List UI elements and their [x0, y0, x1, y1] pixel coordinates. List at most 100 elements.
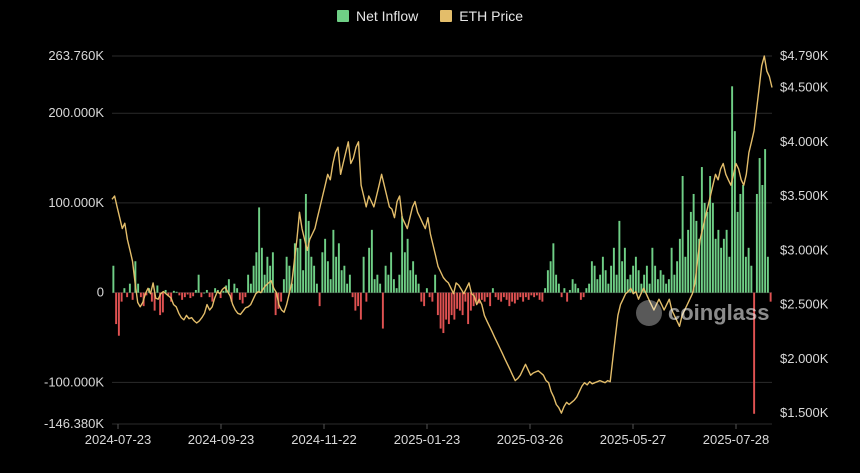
- legend-item-eth-price[interactable]: ETH Price: [440, 8, 523, 24]
- net-inflow-bar: [766, 256, 769, 293]
- net-inflow-bar: [172, 290, 175, 293]
- net-inflow-bar: [475, 292, 478, 302]
- net-inflow-bar: [266, 256, 269, 293]
- left-tick-label: -100.000K: [44, 374, 104, 389]
- net-inflow-bar: [676, 261, 679, 293]
- net-inflow-bar: [222, 290, 225, 293]
- net-inflow-bar: [307, 220, 310, 293]
- net-inflow-bar: [203, 292, 206, 294]
- net-inflow-bar: [571, 279, 574, 293]
- net-inflow-bar: [747, 247, 750, 293]
- net-inflow-bar: [497, 292, 500, 300]
- net-inflow-bar: [343, 265, 346, 293]
- net-inflow-bar: [513, 292, 516, 304]
- net-inflow-bar: [170, 292, 173, 302]
- net-inflow-bar: [522, 292, 525, 302]
- net-inflow-bar: [524, 292, 527, 298]
- net-inflow-bar: [725, 229, 728, 293]
- net-inflow-bar: [516, 292, 519, 300]
- net-inflow-bar: [579, 292, 582, 300]
- net-inflow-bar: [428, 292, 431, 298]
- net-inflow-bar: [458, 292, 461, 311]
- net-inflow-bar: [486, 292, 489, 298]
- net-inflow-bar: [447, 292, 450, 325]
- net-inflow-bar: [604, 270, 607, 293]
- net-inflow-bar: [282, 279, 285, 293]
- legend-item-net-inflow[interactable]: Net Inflow: [336, 8, 418, 24]
- net-inflow-bar: [500, 292, 503, 302]
- net-inflow-bar: [387, 274, 390, 293]
- net-inflow-bar: [629, 274, 632, 293]
- left-axis: 263.760K 200.000K 100.000K 0 -100.000K -146.3…: [44, 48, 104, 431]
- net-inflow-bar: [153, 292, 156, 311]
- net-inflow-bar: [703, 202, 706, 293]
- net-inflow-bar: [478, 292, 481, 304]
- net-inflow-bar: [599, 274, 602, 293]
- net-inflow-bar: [409, 270, 412, 293]
- net-inflow-bar: [379, 283, 382, 293]
- net-inflow-bar: [461, 292, 464, 316]
- net-inflow-bar: [667, 279, 670, 293]
- net-inflow-bar: [291, 283, 294, 293]
- net-inflow-bar: [445, 292, 448, 320]
- net-inflow-bar: [271, 252, 274, 293]
- right-tick-label: $2.500K: [780, 297, 829, 312]
- net-inflow-bar: [607, 283, 610, 293]
- x-axis: 2024-07-23 2024-09-23 2024-11-22 2025-01-23…: [85, 424, 769, 447]
- net-inflow-bar: [769, 292, 772, 302]
- net-inflow-bar: [489, 292, 492, 307]
- net-inflow-bar: [398, 274, 401, 293]
- left-tick-label: 100.000K: [48, 195, 104, 210]
- net-inflow-bar: [527, 292, 530, 300]
- net-inflow-bar: [755, 193, 758, 293]
- net-inflow-bar: [412, 261, 415, 293]
- net-inflow-bar: [706, 211, 709, 293]
- net-inflow-bar: [623, 247, 626, 293]
- net-inflow-bar: [742, 184, 745, 293]
- net-inflow-bar: [662, 274, 665, 293]
- net-inflow-bar: [544, 288, 547, 293]
- watermark-text: coinglass: [668, 300, 770, 325]
- net-inflow-bar: [131, 292, 134, 300]
- net-inflow-bar: [318, 292, 321, 307]
- net-inflow-bar: [431, 292, 434, 302]
- net-inflow-bar: [189, 292, 192, 299]
- net-inflow-bar: [651, 247, 654, 293]
- net-inflow-bar: [464, 292, 467, 302]
- net-inflow-bar: [390, 252, 393, 293]
- net-inflow-bar: [357, 292, 360, 307]
- net-inflow-bar: [299, 238, 302, 293]
- net-inflow-bar: [230, 292, 233, 302]
- chart-legend: Net Inflow ETH Price: [0, 8, 860, 24]
- net-inflow-bar: [731, 86, 734, 293]
- net-inflow-bar: [753, 292, 756, 414]
- net-inflow-bar: [450, 292, 453, 316]
- net-inflow-bar: [637, 270, 640, 293]
- net-inflow-bar: [156, 285, 159, 293]
- net-inflow-bar: [574, 283, 577, 293]
- net-inflow-bar: [178, 292, 181, 296]
- net-inflow-bar: [403, 252, 406, 293]
- net-inflow-bar: [326, 261, 329, 293]
- net-inflow-bar: [434, 274, 437, 293]
- net-inflow-bar: [321, 252, 324, 293]
- net-inflow-bar: [126, 292, 129, 298]
- net-inflow-bar: [511, 292, 514, 302]
- net-inflow-bar: [541, 292, 544, 302]
- net-inflow-bar: [258, 207, 261, 293]
- net-inflow-bar: [313, 265, 316, 293]
- net-inflow-bar: [549, 261, 552, 293]
- net-inflow-bar: [695, 220, 698, 293]
- left-tick-label: 200.000K: [48, 105, 104, 120]
- net-inflow-bar: [280, 292, 283, 302]
- net-inflow-bar: [453, 292, 456, 320]
- x-tick-label: 2024-07-23: [85, 432, 152, 447]
- net-inflow-bar: [634, 256, 637, 293]
- net-inflow-bar: [197, 274, 200, 293]
- net-inflow-bar: [684, 256, 687, 293]
- net-inflow-bar: [365, 292, 368, 302]
- net-inflow-bar: [159, 292, 162, 316]
- net-inflow-bar: [423, 292, 426, 307]
- net-inflow-bar: [296, 247, 299, 293]
- net-inflow-bar: [329, 279, 332, 293]
